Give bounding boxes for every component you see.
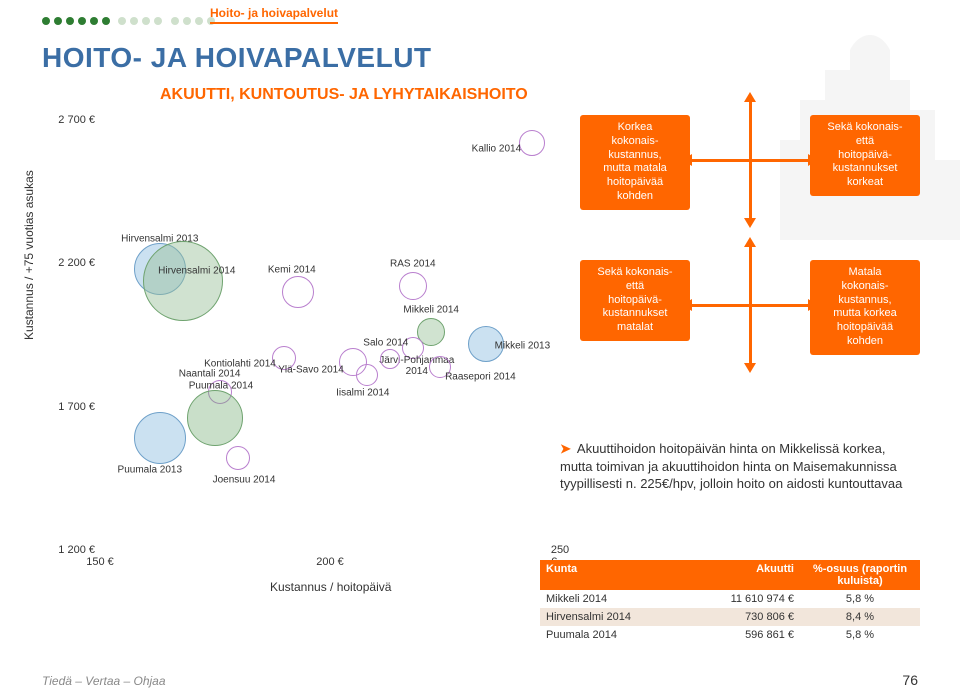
chart-bubble-label: Mikkeli 2014 [403,305,459,316]
page-number: 76 [902,672,918,688]
table-cell: 730 806 € [680,608,800,626]
chart-bubble-label: Kallio 2014 [472,143,521,154]
table-header-cell: %-osuus (raportin kuluista) [800,560,920,590]
table-row: Puumala 2014 596 861 € 5,8 % [540,626,920,644]
quadrant-box: Matalakokonais-kustannus,mutta korkeahoi… [810,260,920,355]
x-axis-label: Kustannus / hoitopäivä [270,580,391,594]
quadrant-box: Korkeakokonais-kustannus,mutta matalahoi… [580,115,690,210]
table-cell: Hirvensalmi 2014 [540,608,680,626]
body-paragraph-text: Akuuttihoidon hoitopäivän hinta on Mikke… [560,441,902,491]
y-axis-label: Kustannus / +75 vuotias asukas [22,170,36,340]
x-tick-label: 200 € [316,556,344,568]
chart-bubble [134,412,186,464]
chart-bubble [282,276,314,308]
chart-bubble-label: Kontiolahti 2014 [204,358,276,369]
chart-bubble-label: Iisalmi 2014 [336,388,389,399]
summary-table: Kunta Akuutti %-osuus (raportin kuluista… [540,560,920,644]
x-tick-label: 150 € [86,556,114,568]
table-cell: 596 861 € [680,626,800,644]
footer-tagline: Tiedä – Vertaa – Ohjaa [42,674,166,688]
body-paragraph: ➤Akuuttihoidon hoitopäivän hinta on Mikk… [560,440,920,493]
chart-bubble-label: Hirvensalmi 2014 [158,265,235,276]
table-cell: 5,8 % [800,626,920,644]
chart-bubble [380,349,400,369]
bullet-arrow-icon: ➤ [560,441,571,456]
y-tick-label: 2 700 € [50,114,95,126]
table-cell: Puumala 2014 [540,626,680,644]
table-header-cell: Kunta [540,560,680,590]
table-row: Mikkeli 2014 11 610 974 € 5,8 % [540,590,920,608]
chart-bubble-label: Salo 2014 [363,338,408,349]
quadrant-box: Sekä kokonais-ettähoitopäivä-kustannukse… [810,115,920,196]
chart-bubble-label: RAS 2014 [390,259,436,270]
chart-bubble-label: Puumala 2013 [118,465,183,476]
chart-bubble-label: Mikkeli 2013 [495,340,551,351]
table-cell: 11 610 974 € [680,590,800,608]
chart-bubble [187,390,243,446]
bubble-chart: Kustannus / +75 vuotias asukas Kustannus… [40,120,580,590]
chart-bubble [519,130,545,156]
chart-title: AKUUTTI, KUNTOUTUS- JA LYHYTAIKAISHOITO [160,86,528,104]
chart-bubble-label: Joensuu 2014 [213,475,276,486]
table-header-cell: Akuutti [680,560,800,590]
progress-dots [42,12,219,30]
table-cell: Mikkeli 2014 [540,590,680,608]
chart-bubble-label: Ylä-Savo 2014 [278,365,344,376]
page-title: HOITO- JA HOIVAPALVELUT [42,42,432,74]
y-tick-label: 1 700 € [50,401,95,413]
chart-bubble [143,241,223,321]
y-tick-label: 1 200 € [50,544,95,556]
chart-bubble [399,272,427,300]
chart-bubble-label: Puumala 2014 [189,381,254,392]
chart-bubble-label: Kemi 2014 [268,265,316,276]
quadrant-box: Sekä kokonais-ettähoitopäivä-kustannukse… [580,260,690,341]
table-cell: 5,8 % [800,590,920,608]
table-cell: 8,4 % [800,608,920,626]
breadcrumb: Hoito- ja hoivapalvelut [210,6,338,24]
table-row: Hirvensalmi 2014 730 806 € 8,4 % [540,608,920,626]
table-header-row: Kunta Akuutti %-osuus (raportin kuluista… [540,560,920,590]
chart-bubble [226,446,250,470]
y-tick-label: 2 200 € [50,257,95,269]
chart-bubble-label: Raasepori 2014 [445,371,516,382]
chart-bubble-label: Naantali 2014 [179,369,241,380]
chart-bubble [356,364,378,386]
